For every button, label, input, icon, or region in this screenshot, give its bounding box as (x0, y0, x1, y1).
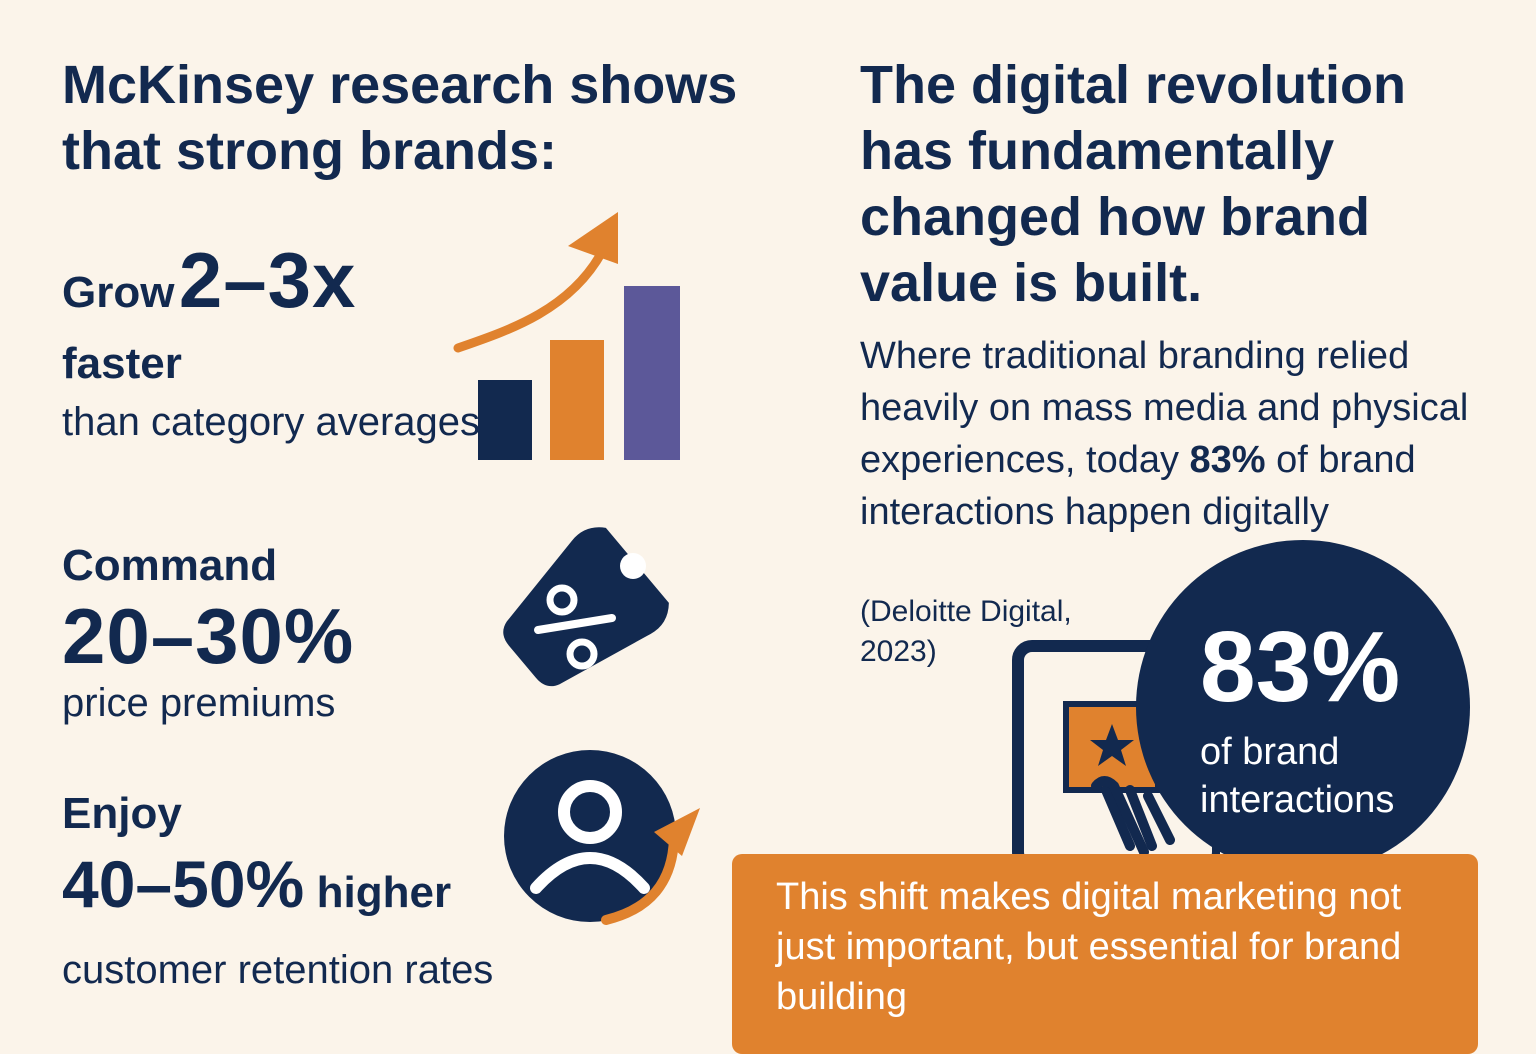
paragraph-highlight: 83% (1189, 439, 1266, 481)
stat-retention: Enjoy 40–50% higher customer retention r… (62, 786, 622, 995)
stat-premium-sub: price premiums (62, 681, 336, 725)
stat-premium: Command 20–30% price premiums (62, 538, 502, 728)
stat-growth-sub: than category averages (62, 400, 481, 444)
stat-premium-lead: Command (62, 541, 278, 590)
stat-callout-circle: 83% of brand interactions (1136, 540, 1470, 874)
left-heading: McKinsey research shows that strong bran… (62, 55, 738, 181)
callout-label: of brand interactions (1200, 731, 1395, 821)
stat-premium-value: 20–30% (62, 592, 355, 680)
callout-value: 83% (1200, 611, 1401, 723)
stat-retention-lead: Enjoy (62, 789, 182, 838)
stat-growth-lead: Grow (62, 268, 175, 317)
banner-text: This shift makes digital marketing not j… (776, 876, 1402, 1018)
stat-growth-emphasis: faster (62, 339, 182, 388)
stat-retention-sub: customer retention rates (62, 948, 494, 992)
paragraph-text-before: Where traditional branding relied heavil… (860, 335, 1469, 481)
stat-retention-value: 40–50% (62, 847, 305, 921)
digital-paragraph: Where traditional branding relied heavil… (860, 330, 1480, 538)
user-retention-icon (504, 750, 700, 925)
paragraph-text-after: of brand interactions happen digitally (860, 439, 1416, 533)
source-citation: (Deloitte Digital, 2023) (860, 595, 1072, 668)
conclusion-banner: This shift makes digital marketing not j… (732, 854, 1478, 1054)
stat-retention-emphasis: higher (316, 868, 452, 917)
stat-growth: Grow 2–3x faster than category averages (62, 241, 482, 447)
growth-bar-chart-icon (453, 212, 680, 460)
right-heading: The digital revolution has fundamentally… (860, 55, 1407, 313)
stat-growth-value: 2–3x (178, 236, 357, 324)
percent-tag-icon (503, 527, 669, 687)
